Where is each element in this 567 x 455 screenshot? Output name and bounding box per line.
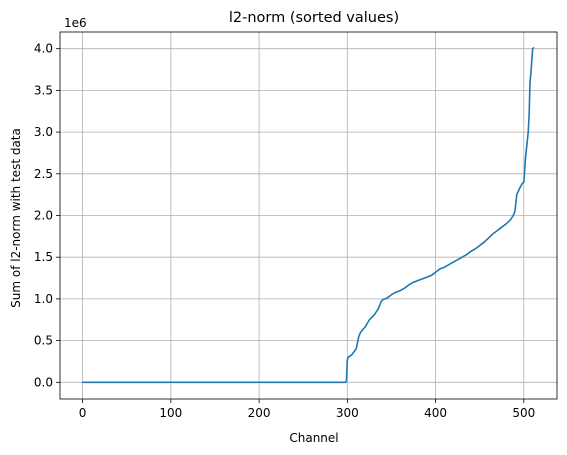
y-offset-label: 1e6: [64, 16, 87, 30]
y-tick-label: 2.5: [34, 167, 53, 181]
grid: [60, 32, 557, 399]
x-tick-label: 500: [512, 406, 535, 420]
series-layer: [83, 48, 534, 382]
x-axis-label: Channel: [289, 431, 338, 445]
y-tick-label: 0.5: [34, 334, 53, 348]
y-tick-label: 2.0: [34, 209, 53, 223]
x-tick-label: 0: [79, 406, 87, 420]
chart-title: l2-norm (sorted values): [229, 10, 399, 26]
y-axis-label: Sum of l2-norm with test data: [9, 128, 23, 308]
tick-labels: 0 100 200 300 400 500 0.0 0.5 1.0 1.5 2.0 2.5 3.0 3.5…: [34, 42, 535, 420]
y-tick-label: 0.0: [34, 375, 53, 389]
series-line: [83, 48, 534, 382]
x-tick-label: 200: [248, 406, 271, 420]
y-tick-label: 3.5: [34, 83, 53, 97]
x-tick-label: 300: [336, 406, 359, 420]
y-tick-label: 1.0: [34, 292, 53, 306]
x-tick-label: 400: [424, 406, 447, 420]
y-tick-label: 3.0: [34, 125, 53, 139]
axes: [56, 32, 557, 403]
x-tick-label: 100: [159, 406, 182, 420]
y-tick-label: 4.0: [34, 42, 53, 56]
y-tick-label: 1.5: [34, 250, 53, 264]
